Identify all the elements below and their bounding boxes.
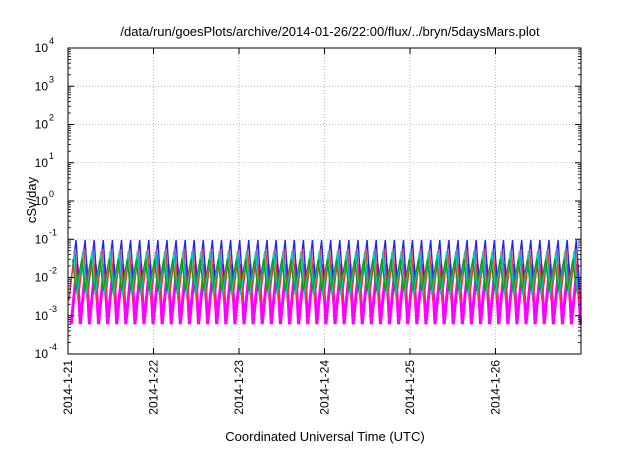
x-tick-label: 2014-1-24 [318, 360, 332, 415]
x-tick-label: 2014-1-22 [147, 360, 161, 415]
x-tick-label: 2014-1-21 [61, 360, 75, 415]
y-tick-exponent: -3 [49, 304, 57, 314]
y-tick-label: 10 [35, 41, 49, 55]
y-tick-label: 10 [35, 118, 49, 132]
chart-title: /data/run/goesPlots/archive/2014-01-26/2… [120, 24, 540, 39]
y-tick-label: 10 [35, 309, 49, 323]
y-tick-exponent: 4 [49, 36, 54, 46]
series-layer [68, 240, 582, 325]
x-tick-label: 2014-1-26 [489, 360, 503, 415]
y-tick-label: 10 [35, 347, 49, 361]
y-tick-exponent: 3 [49, 74, 54, 84]
y-tick-label: 10 [35, 232, 49, 246]
y-tick-label: 10 [35, 194, 49, 208]
y-tick-exponent: -1 [49, 227, 57, 237]
y-tick-label: 10 [35, 156, 49, 170]
x-axis-label: Coordinated Universal Time (UTC) [225, 429, 424, 444]
y-tick-label: 10 [35, 271, 49, 285]
y-tick-label: 10 [35, 79, 49, 93]
tick-layer [67, 47, 581, 355]
y-tick-exponent: 1 [49, 151, 54, 161]
series-line [72, 259, 577, 291]
y-tick-exponent: -2 [49, 266, 57, 276]
y-tick-exponent: 0 [49, 189, 54, 199]
x-tick-label: 2014-1-25 [403, 360, 417, 415]
y-axis-label: cSv/day [24, 176, 39, 223]
x-tick-label: 2014-1-23 [232, 360, 246, 415]
y-tick-exponent: 2 [49, 113, 54, 123]
y-tick-exponent: -4 [49, 342, 57, 352]
